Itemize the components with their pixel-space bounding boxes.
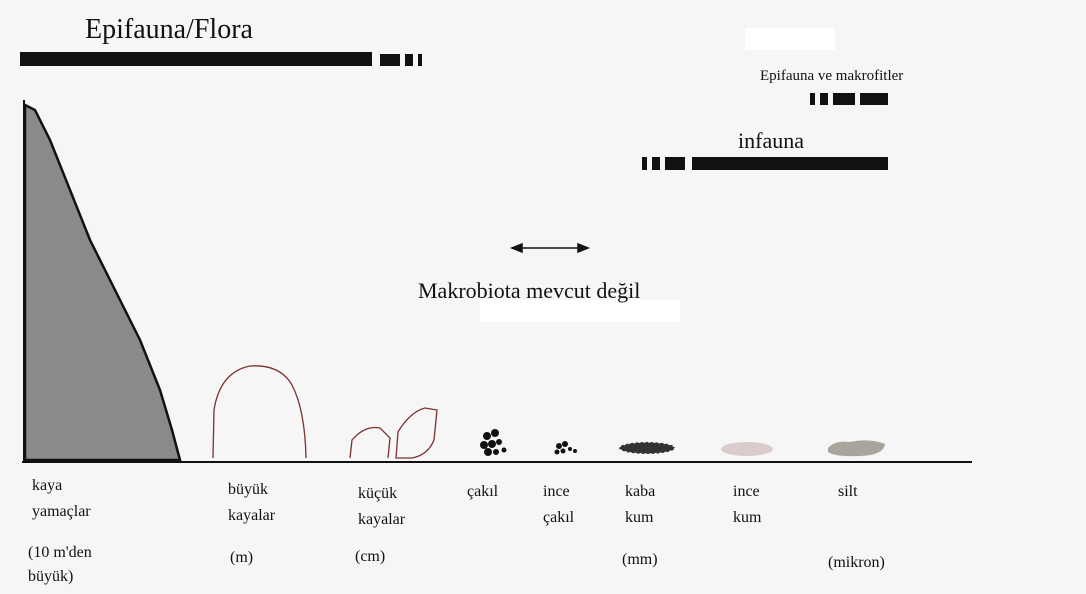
patch <box>480 300 680 322</box>
substrate-label: küçük <box>358 485 397 502</box>
substrate-label: kum <box>625 509 654 526</box>
substrate-label: kaba <box>625 483 655 500</box>
rock-slope <box>23 102 182 462</box>
fine-gravel <box>554 441 577 455</box>
no-macrobiota-label: Makrobiota mevcut değil <box>418 278 640 303</box>
infauna-label: infauna <box>738 128 804 153</box>
substrate-label: büyük <box>228 481 268 498</box>
substrate-label: çakıl <box>543 509 575 526</box>
epiflora-bar <box>20 52 422 66</box>
gravel <box>480 429 507 456</box>
substrate-label: kaya <box>32 477 62 494</box>
substrate-label: kum <box>733 509 762 526</box>
unit-label: (mikron) <box>828 554 885 571</box>
substrate-label: kayalar <box>228 507 276 524</box>
silt <box>828 440 885 457</box>
coarse-sand <box>618 441 676 455</box>
arrow <box>509 242 591 254</box>
patch <box>745 28 835 50</box>
title: Epifauna/Flora <box>85 14 254 45</box>
unit-label: büyük) <box>28 568 73 585</box>
labels: kaya yamaçlar büyük kayalar küçük kayalar çakı… <box>28 477 885 585</box>
substrate-label: ince <box>543 483 570 500</box>
epifauna-bar <box>810 93 888 105</box>
unit-label: (10 m'den <box>28 544 92 561</box>
fine-sand <box>721 442 773 456</box>
small-rock <box>349 426 391 459</box>
unit-label: (cm) <box>355 548 385 565</box>
unit-label: (m) <box>230 549 253 566</box>
infauna-bar <box>642 157 888 170</box>
unit-label: (mm) <box>622 551 658 568</box>
substrate-label: kayalar <box>358 511 406 528</box>
substrate-label: ince <box>733 483 760 500</box>
substrate-label: silt <box>838 483 858 500</box>
small-rock <box>395 407 438 459</box>
large-boulder <box>212 365 307 459</box>
substrate-label: çakıl <box>467 483 499 500</box>
epifauna-label: Epifauna ve makrofitler <box>760 68 903 84</box>
substrate-label: yamaçlar <box>32 503 91 520</box>
